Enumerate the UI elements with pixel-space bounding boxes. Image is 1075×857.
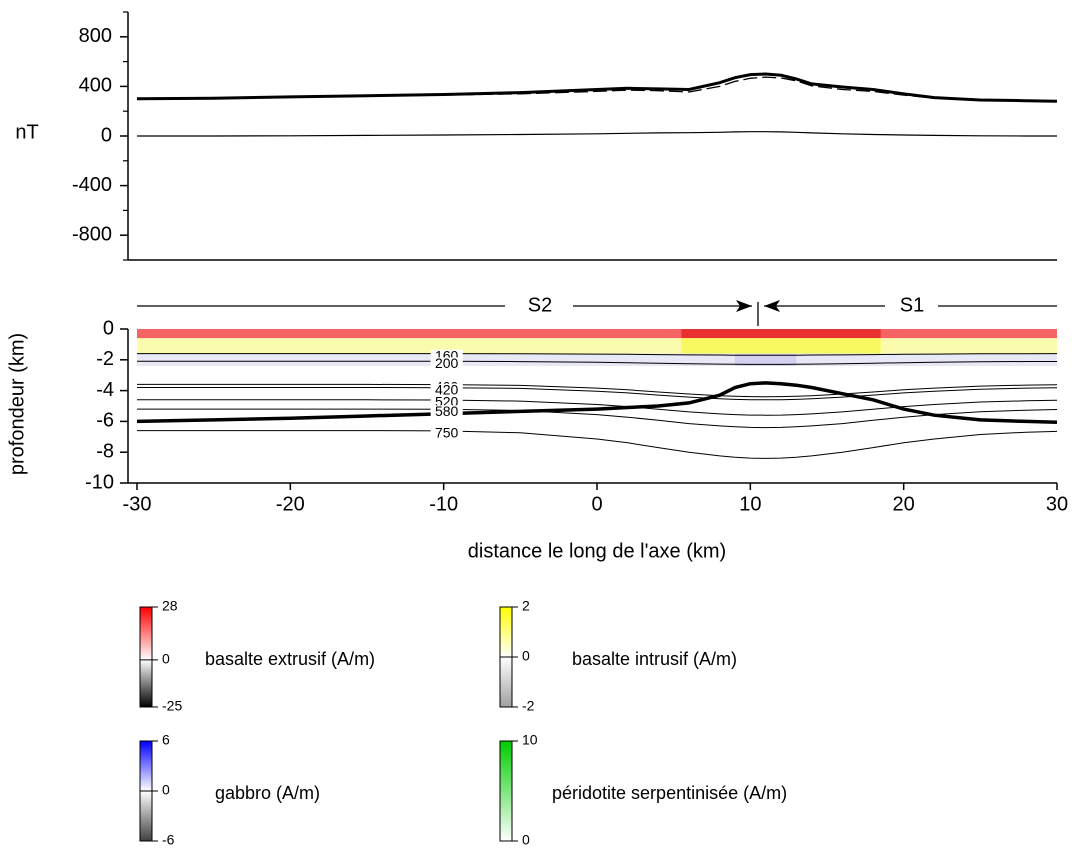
annotation: S1 [900,294,924,316]
y-tick-label: -2 [96,348,114,370]
colorbar-tick-label: 0 [522,832,530,848]
colorbar [499,740,513,842]
isotherm-label: 750 [435,425,459,441]
profile-line [136,76,1058,102]
isotherm-label-bg [430,383,463,398]
x-tick-label: 20 [893,493,915,515]
y-tick-label: -6 [96,410,114,432]
legend-name: péridotite serpentinisée (A/m) [552,783,787,803]
profile-line [137,131,1057,137]
colorbar-tick-label: 0 [522,648,530,664]
colorbar [139,606,153,708]
isotherm-label-bg [430,357,463,372]
y-tick-label: -400 [72,174,112,196]
axial-block [681,338,881,354]
axial-block [681,329,881,339]
x-tick-label: 10 [739,493,761,515]
axial-block [735,353,797,366]
colorbar-tick-label: -6 [162,832,175,848]
colorbar-tick-label: -25 [162,698,182,714]
x-tick-label: 30 [1046,493,1068,515]
y-axis-label: profondeur (km) [6,333,28,475]
isotherm [137,430,1058,459]
x-axis-label: distance le long de l'axe (km) [468,540,726,562]
y-tick-label: -4 [96,379,114,401]
y-tick-label: 0 [103,317,114,339]
legend-name: basalte intrusif (A/m) [572,649,737,669]
magnetized-layer [137,338,1057,354]
colorbar-tick-label: 0 [162,651,170,667]
magnetized-layer [137,353,1057,366]
arrow-head [736,300,752,312]
y-tick-label: 800 [79,25,112,47]
x-tick-label: 0 [591,493,602,515]
y-tick-label: -8 [96,440,114,462]
colorbar-tick-label: 10 [522,732,538,748]
colorbar-tick-label: 0 [162,782,170,798]
isotherm-label: 200 [435,355,459,371]
isotherm-label: 580 [435,403,459,419]
colorbar-tick-label: 2 [522,598,530,614]
y-tick-label: -10 [85,471,114,493]
magnetized-layer [137,329,1057,339]
annotation: S2 [528,294,552,316]
isotherm-label-bg [430,426,463,441]
x-tick-label: -20 [276,493,305,515]
isotherm [137,383,1058,398]
isotherm-label: 420 [435,381,459,397]
y-tick-label: -800 [72,223,112,245]
colorbar-tick-label: -2 [522,698,535,714]
x-tick-label: -30 [123,493,152,515]
y-tick-label: 400 [79,75,112,97]
colorbar-tick-label: 6 [162,732,170,748]
legend-name: basalte extrusif (A/m) [205,649,375,669]
isotherm-label-bg [430,405,463,420]
legend-name: gabbro (A/m) [215,783,320,803]
y-tick-label: 0 [101,124,112,146]
colorbar-tick-label: 28 [162,598,178,614]
y-axis-label: nT [15,121,38,143]
x-tick-label: -10 [429,493,458,515]
